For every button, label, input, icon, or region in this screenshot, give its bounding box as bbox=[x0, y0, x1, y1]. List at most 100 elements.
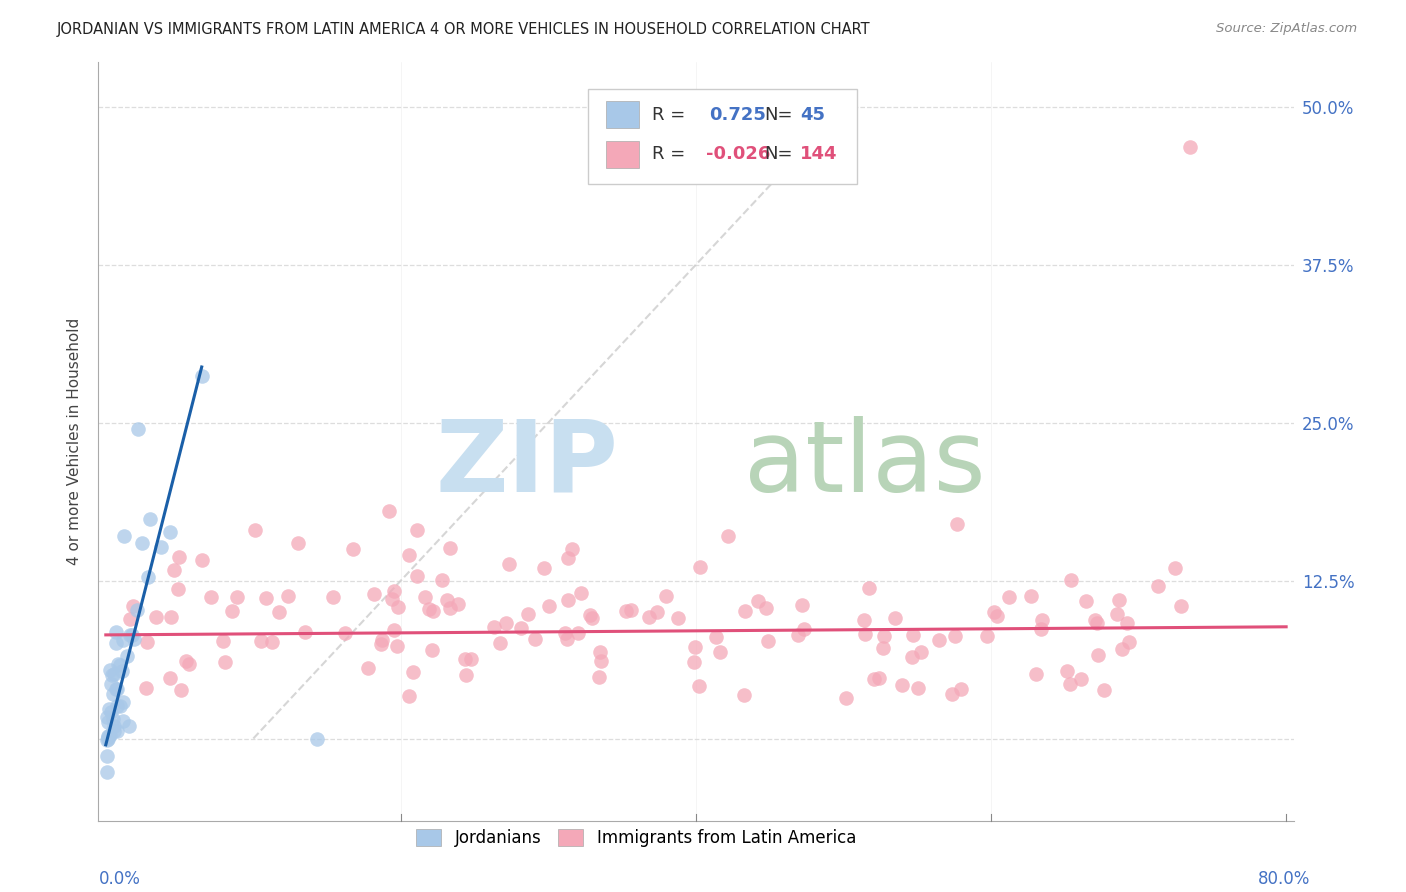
Point bbox=[883, 611, 905, 625]
Point bbox=[946, 516, 969, 531]
Point bbox=[666, 611, 689, 625]
Text: 144: 144 bbox=[800, 145, 838, 163]
Point bbox=[145, 609, 167, 624]
Text: N=: N= bbox=[763, 145, 793, 163]
Point bbox=[903, 628, 925, 642]
Point bbox=[1083, 613, 1105, 627]
Point bbox=[131, 536, 153, 550]
Point bbox=[1108, 593, 1130, 607]
Point bbox=[100, 676, 122, 690]
Text: 45: 45 bbox=[800, 106, 825, 124]
Point bbox=[567, 625, 589, 640]
Text: ZIP: ZIP bbox=[436, 416, 619, 513]
Point bbox=[1087, 648, 1109, 662]
Point bbox=[200, 591, 222, 605]
Point bbox=[108, 698, 131, 713]
Text: -0.026: -0.026 bbox=[706, 145, 770, 163]
Point bbox=[683, 655, 706, 669]
Point bbox=[127, 422, 149, 436]
Point bbox=[557, 632, 579, 646]
Point bbox=[159, 525, 181, 540]
Text: R =: R = bbox=[652, 106, 685, 124]
Point bbox=[103, 666, 125, 681]
Point bbox=[637, 610, 659, 624]
Point bbox=[101, 667, 124, 681]
Point bbox=[498, 557, 520, 571]
Text: 0.0%: 0.0% bbox=[98, 870, 141, 888]
Point bbox=[117, 719, 139, 733]
Point bbox=[370, 637, 392, 651]
Point bbox=[97, 729, 120, 743]
Point bbox=[398, 689, 420, 703]
Point bbox=[1164, 561, 1187, 575]
Point bbox=[250, 634, 273, 648]
Point bbox=[226, 591, 249, 605]
Point bbox=[177, 657, 200, 671]
Point bbox=[382, 623, 405, 637]
Point bbox=[136, 570, 159, 584]
Point bbox=[120, 612, 142, 626]
Point bbox=[96, 765, 118, 780]
Point bbox=[357, 661, 380, 675]
Point bbox=[998, 591, 1021, 605]
Point bbox=[387, 599, 409, 614]
Point bbox=[482, 620, 505, 634]
Point bbox=[1118, 635, 1140, 649]
Point bbox=[1076, 594, 1098, 608]
Point bbox=[105, 682, 128, 697]
Point bbox=[163, 563, 186, 577]
Point bbox=[159, 671, 181, 685]
Point bbox=[561, 542, 583, 557]
Point bbox=[211, 634, 233, 648]
Point bbox=[1029, 622, 1052, 636]
Point bbox=[260, 635, 283, 649]
Text: JORDANIAN VS IMMIGRANTS FROM LATIN AMERICA 4 OR MORE VEHICLES IN HOUSEHOLD CORRE: JORDANIAN VS IMMIGRANTS FROM LATIN AMERI… bbox=[56, 22, 870, 37]
Point bbox=[381, 592, 404, 607]
Point bbox=[949, 682, 972, 697]
Point bbox=[872, 641, 894, 656]
Point bbox=[385, 640, 408, 654]
Legend: Jordanians, Immigrants from Latin America: Jordanians, Immigrants from Latin Americ… bbox=[409, 822, 863, 854]
Point bbox=[371, 632, 394, 647]
Point bbox=[139, 512, 162, 526]
Point bbox=[127, 603, 149, 617]
Point bbox=[709, 645, 731, 659]
Point bbox=[1025, 667, 1047, 681]
Point bbox=[190, 368, 212, 383]
Point bbox=[454, 668, 477, 682]
Point bbox=[170, 683, 193, 698]
Point bbox=[160, 610, 183, 624]
Point bbox=[105, 699, 128, 714]
Point bbox=[101, 712, 124, 726]
Text: N=: N= bbox=[763, 106, 793, 124]
Point bbox=[112, 529, 135, 543]
Point bbox=[986, 608, 1008, 623]
Point bbox=[976, 629, 998, 643]
Point bbox=[335, 626, 357, 640]
Point bbox=[294, 624, 316, 639]
Point bbox=[418, 602, 440, 616]
Point bbox=[406, 523, 429, 537]
Bar bbox=[606, 101, 638, 128]
Point bbox=[1170, 599, 1192, 613]
Point bbox=[581, 610, 603, 624]
Point bbox=[322, 590, 344, 604]
Point bbox=[579, 607, 602, 622]
Point bbox=[254, 591, 277, 605]
Point bbox=[105, 682, 128, 697]
Point bbox=[221, 604, 243, 618]
Point bbox=[1180, 140, 1202, 154]
Point bbox=[589, 645, 612, 659]
Point bbox=[174, 654, 197, 668]
Point bbox=[619, 603, 641, 617]
Point bbox=[402, 665, 425, 679]
Point bbox=[110, 664, 132, 678]
FancyBboxPatch shape bbox=[589, 89, 858, 184]
Point bbox=[98, 702, 121, 716]
Point bbox=[100, 705, 122, 719]
Point bbox=[454, 652, 477, 666]
Point bbox=[382, 584, 405, 599]
Point bbox=[900, 649, 922, 664]
Point bbox=[853, 627, 876, 641]
Point bbox=[98, 663, 121, 677]
